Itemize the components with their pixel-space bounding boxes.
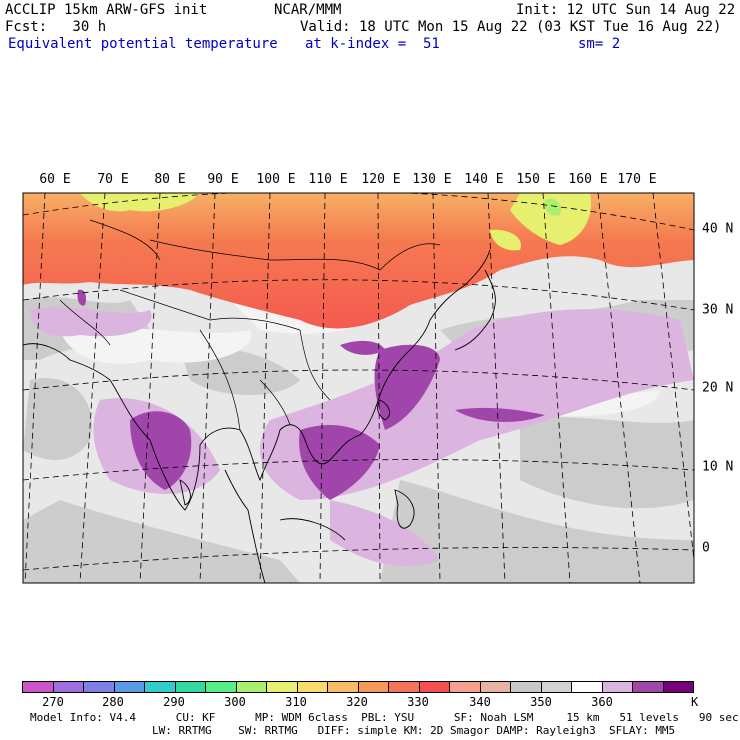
- colorbar-cell: [53, 682, 84, 692]
- colorbar-cell: [389, 682, 420, 692]
- colorbar-cell: [206, 682, 237, 692]
- forecast-hour: Fcst: 30 h: [5, 19, 107, 35]
- lat-label: 10 N: [702, 459, 734, 475]
- lat-label: 30 N: [702, 302, 734, 318]
- colorbar-cell: [663, 682, 693, 692]
- center-label: NCAR/MMM: [274, 2, 342, 18]
- colorbar-cell: [23, 682, 54, 692]
- init-time: Init: 12 UTC Sun 14 Aug 22: [516, 2, 736, 18]
- lon-label: 90 E: [207, 172, 239, 187]
- colorbar-cell: [145, 682, 176, 692]
- lon-label: 60 E: [39, 172, 71, 187]
- theta-e-yellow-patches: [80, 193, 591, 251]
- lon-label: 110 E: [308, 172, 348, 187]
- coastlines: [23, 249, 496, 583]
- lat-lon-grid: [23, 193, 694, 583]
- theta-e-purple: [77, 289, 545, 500]
- colorbar-tick: 270: [42, 695, 64, 709]
- colorbar-cell: [541, 682, 572, 692]
- colorbar-cell: [267, 682, 298, 692]
- colorbar-cell: [114, 682, 145, 692]
- colorbar-unit: K: [691, 695, 699, 709]
- lon-label: 100 E: [256, 172, 296, 187]
- colorbar-cell: [84, 682, 115, 692]
- colorbar-cell: [297, 682, 328, 692]
- colorbar-tick: 280: [102, 695, 124, 709]
- colorbar-tick: 350: [530, 695, 552, 709]
- colorbar-tick: 360: [591, 695, 613, 709]
- colorbar-cell: [480, 682, 511, 692]
- model-info-line2: LW: RRTMG SW: RRTMG DIFF: simple KM: 2D …: [152, 724, 676, 737]
- colorbar-tick: 340: [469, 695, 491, 709]
- colorbar-cell: [175, 682, 206, 692]
- level-label: at k-index = 51: [305, 36, 440, 52]
- colorbar-tick: 300: [224, 695, 246, 709]
- lat-label: 20 N: [702, 380, 734, 396]
- colorbar-tick: 330: [407, 695, 429, 709]
- country-borders: [59, 219, 441, 431]
- lon-label: 130 E: [412, 172, 452, 187]
- colorbar-cell: [419, 682, 450, 692]
- valid-time: Valid: 18 UTC Mon 15 Aug 22 (03 KST Tue …: [300, 19, 722, 35]
- smoothing-label: sm= 2: [578, 36, 621, 52]
- lon-label: 170 E: [617, 172, 657, 187]
- colorbar-cell: [328, 682, 359, 692]
- model-info-line1: Model Info: V4.4 CU: KF MP: WDM 6class P…: [30, 711, 739, 724]
- lon-label: 80 E: [154, 172, 186, 187]
- map-frame: [22, 192, 695, 584]
- lon-label: 150 E: [516, 172, 556, 187]
- lat-label: 0: [702, 540, 710, 556]
- colorbar-cell: [572, 682, 603, 692]
- lon-label: 120 E: [361, 172, 401, 187]
- lon-label: 160 E: [568, 172, 608, 187]
- colorbar-cell: [602, 682, 633, 692]
- colorbar-cell: [633, 682, 664, 692]
- colorbar-cell: [450, 682, 481, 692]
- colorbar-tick: 290: [163, 695, 185, 709]
- colorbar-tick: 310: [285, 695, 307, 709]
- lat-label: 40 N: [702, 221, 734, 237]
- colorbar-cell: [511, 682, 542, 692]
- colorbar-tick: 320: [346, 695, 368, 709]
- colorbar-cell: [358, 682, 389, 692]
- colorbar-cell: [236, 682, 267, 692]
- field-name: Equivalent potential temperature: [8, 36, 278, 52]
- colorbar: [22, 681, 694, 693]
- theta-e-green-patch: [544, 198, 562, 216]
- lon-label: 140 E: [464, 172, 504, 187]
- model-title: ACCLIP 15km ARW-GFS init: [5, 2, 208, 18]
- lon-label: 70 E: [97, 172, 129, 187]
